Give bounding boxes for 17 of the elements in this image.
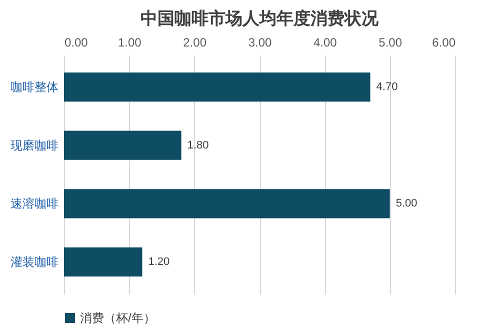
x-tick-label: 1.00 xyxy=(118,36,142,50)
legend-label: 消费（杯/年） xyxy=(80,311,156,325)
x-tick-label: 3.00 xyxy=(248,36,272,50)
data-label: 1.20 xyxy=(148,256,170,268)
y-tick-label: 灌装咖啡 xyxy=(10,254,58,269)
data-label: 4.70 xyxy=(376,81,398,94)
x-tick-label: 6.00 xyxy=(432,36,456,50)
x-tick-label: 4.00 xyxy=(313,36,338,50)
y-tick-label: 速溶咖啡 xyxy=(10,196,58,211)
x-tick-label: 2.00 xyxy=(183,36,207,50)
data-label: 1.80 xyxy=(187,139,209,152)
x-tick-label: 0.00 xyxy=(64,36,88,50)
y-tick-label: 现磨咖啡 xyxy=(10,138,58,152)
chart-title: 中国咖啡市场人均年度消费状况 xyxy=(140,9,380,28)
y-tick-label: 咖啡整体 xyxy=(10,80,58,94)
data-label: 5.00 xyxy=(396,198,418,210)
x-tick-label: 5.00 xyxy=(378,36,402,50)
